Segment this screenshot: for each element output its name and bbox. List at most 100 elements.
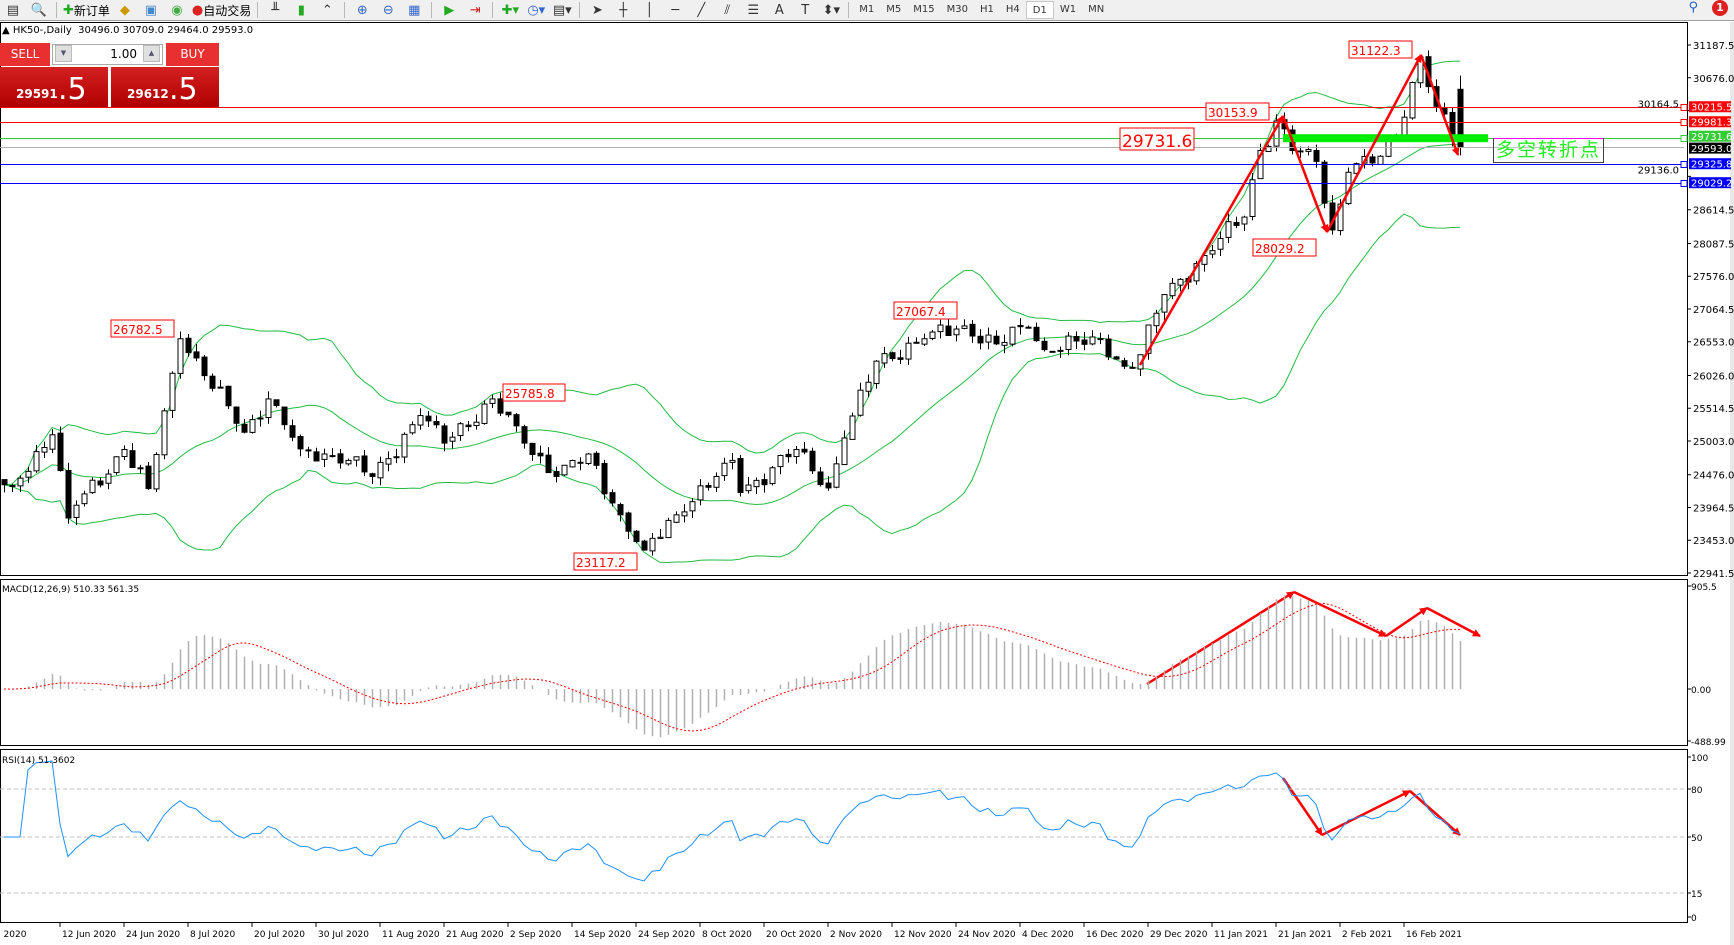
timeframe-h4[interactable]: H4	[1005, 4, 1020, 15]
support-zone-bar	[1283, 134, 1488, 143]
horizontal-line-icon[interactable]: ─	[671, 2, 680, 18]
cursor-icon[interactable]: ➤	[591, 2, 603, 18]
toolbar-divider	[56, 2, 57, 18]
auto-scroll-icon[interactable]: ▶	[444, 2, 455, 18]
line-chart-icon[interactable]: ⌃	[321, 2, 333, 18]
timeframe-m1[interactable]: M1	[859, 4, 875, 15]
timeframe-m5[interactable]: M5	[886, 4, 902, 15]
equidistant-channel-icon[interactable]: ⫽	[724, 2, 731, 18]
candle-body	[857, 389, 864, 416]
price-line-handle	[1680, 104, 1688, 111]
date-tick-label: 30 Jul 2020	[318, 930, 369, 940]
fibonacci-icon[interactable]: ☰	[747, 2, 760, 18]
rsi-pane-border	[0, 749, 1688, 923]
candle-body	[1049, 350, 1056, 353]
lot-decrease-button[interactable]: ▼	[55, 45, 72, 62]
candle-body	[1209, 250, 1216, 255]
chart-shift-icon[interactable]: ⇥	[469, 2, 481, 18]
candle-body	[809, 450, 816, 472]
candle-body	[1321, 161, 1328, 204]
annotation-label: 28029.2	[1255, 242, 1305, 256]
candle-body	[537, 452, 544, 457]
indicators-icon[interactable]: ✚▾	[501, 2, 519, 18]
timeframe-d1[interactable]: D1	[1025, 1, 1054, 19]
buy-price-box[interactable]: 29612 .5	[111, 67, 219, 107]
timeframe-w1[interactable]: W1	[1059, 4, 1077, 15]
macd-trend-arrow	[1385, 606, 1428, 638]
date-tick-label: 1 Jun 2020	[0, 930, 27, 940]
candle-body	[353, 456, 360, 461]
candle-body	[1305, 149, 1312, 152]
price-tick-label: 23964.5	[1693, 503, 1734, 514]
search-icon[interactable]: ⚲	[1688, 0, 1698, 15]
bar-chart-icon[interactable]: ╨	[271, 2, 280, 18]
candle-body	[281, 406, 288, 426]
candle-body	[913, 341, 920, 344]
date-tick-label: 24 Sep 2020	[638, 930, 695, 940]
ohlc-values: 30496.0 30709.0 29464.0 29593.0	[78, 25, 254, 36]
new-order-button[interactable]: ✚ 新订单	[63, 1, 110, 19]
price-tick-label: 22941.5	[1693, 569, 1734, 580]
strategy-tester-icon[interactable]: 🔍	[30, 2, 48, 18]
lot-size-input[interactable]: 1.00	[52, 44, 163, 65]
price-tag	[1689, 177, 1731, 189]
date-tick-label: 12 Jun 2020	[62, 930, 116, 940]
tile-windows-icon[interactable]: ▦	[408, 2, 421, 18]
candle-body	[1153, 312, 1160, 327]
candle-body	[1097, 338, 1104, 341]
date-tick-label: 12 Nov 2020	[894, 930, 952, 940]
signals-icon[interactable]: ◉	[171, 2, 183, 18]
periods-icon[interactable]: ◷▾	[527, 2, 546, 18]
candle-body	[1265, 145, 1272, 153]
zoom-in-icon[interactable]: ⊕	[356, 2, 368, 18]
annotation-label: 25785.8	[505, 387, 555, 401]
candle-body	[329, 455, 336, 458]
timeframe-mn[interactable]: MN	[1088, 4, 1105, 15]
text-label-icon[interactable]: T	[801, 2, 810, 18]
arrows-icon[interactable]: ⬍▾	[822, 2, 840, 18]
lot-increase-button[interactable]: ▲	[143, 45, 160, 62]
new-order-label: 新订单	[73, 3, 110, 18]
candle-body	[593, 452, 600, 466]
price-tag	[1689, 130, 1731, 142]
price-line-handle	[1680, 119, 1688, 126]
date-tick-label: 8 Oct 2020	[702, 930, 752, 940]
crosshair-icon[interactable]: ┼	[619, 2, 628, 18]
templates-icon[interactable]: ▤▾	[552, 2, 572, 18]
auto-trading-button[interactable]: ● 自动交易	[192, 1, 251, 19]
sell-button[interactable]: SELL	[0, 43, 50, 66]
buy-price-main: 29612	[127, 87, 169, 101]
symbol-info: HK50-,Daily	[12, 25, 72, 36]
terminal-icon[interactable]: ▣	[144, 2, 158, 18]
vertical-line-icon[interactable]: │	[645, 2, 654, 18]
turning-point-note[interactable]: 多空转折点	[1493, 138, 1604, 163]
candle-body	[881, 353, 888, 364]
timeframe-h1[interactable]: H1	[980, 4, 994, 15]
candle-body	[137, 467, 144, 470]
candle-body	[585, 453, 592, 464]
zoom-out-icon[interactable]: ⊖	[382, 2, 394, 18]
sell-price-box[interactable]: 29591 .5	[0, 67, 108, 107]
text-icon[interactable]: A	[774, 2, 784, 18]
macd-tick-label: -488.99	[1691, 738, 1726, 748]
timeframe-m15[interactable]: M15	[913, 4, 935, 15]
candlestick-icon[interactable]: ▮	[297, 2, 305, 18]
trendline-icon[interactable]: ╱	[697, 2, 706, 18]
candle-body	[481, 403, 488, 424]
candle-body	[257, 417, 264, 420]
buy-button[interactable]: BUY	[166, 43, 219, 66]
timeframe-m30[interactable]: M30	[946, 4, 968, 15]
notification-badge[interactable]: 1	[1712, 0, 1728, 16]
data-window-icon[interactable]: ▤	[6, 2, 20, 18]
rsi-tick-label: 100	[1691, 754, 1708, 764]
metaeditor-icon[interactable]: ◆	[119, 2, 130, 18]
candle-body	[609, 492, 616, 504]
candle-body	[201, 356, 208, 377]
candle-body	[721, 462, 728, 477]
sell-price-main: 29591	[16, 87, 58, 101]
annotation-box	[502, 383, 566, 402]
candle-body	[1121, 360, 1128, 367]
right-scrollbar[interactable]	[1730, 22, 1734, 945]
candle-body	[865, 381, 872, 392]
